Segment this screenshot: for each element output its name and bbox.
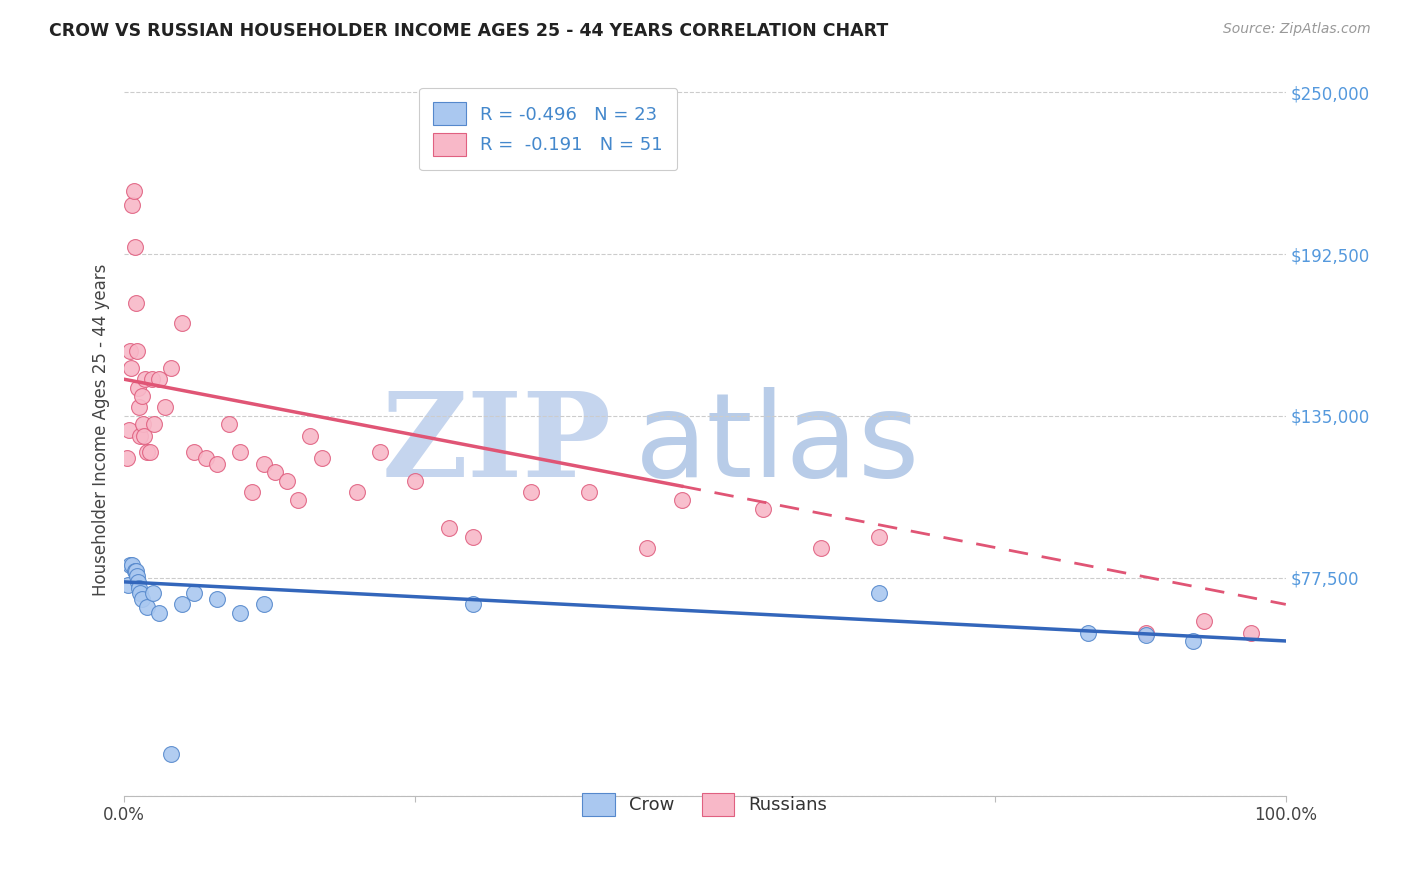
Point (121, 198, 143, 212)
Point (125, 296, 148, 310)
Point (117, 577, 139, 591)
Y-axis label: Householder Income Ages 25 - 44 years: Householder Income Ages 25 - 44 years (93, 264, 110, 596)
Point (368, 445, 391, 459)
Point (1181, 634, 1204, 648)
Point (183, 445, 205, 459)
Point (264, 465, 287, 479)
Point (125, 569, 148, 583)
Point (142, 586, 165, 600)
Text: ZIP: ZIP (382, 387, 612, 502)
Point (118, 558, 141, 572)
Point (578, 484, 600, 499)
Point (128, 581, 150, 595)
Point (287, 493, 309, 508)
Point (1077, 625, 1099, 640)
Point (134, 372, 156, 386)
Point (125, 344, 148, 359)
Point (136, 445, 159, 459)
Point (1135, 625, 1157, 640)
Point (148, 372, 170, 386)
Legend: Crow, Russians: Crow, Russians (568, 779, 842, 830)
Point (118, 423, 141, 437)
Point (311, 451, 333, 466)
Point (276, 474, 298, 488)
Point (122, 184, 145, 198)
Point (131, 591, 153, 606)
Point (636, 541, 658, 555)
Point (141, 372, 163, 386)
Point (346, 484, 368, 499)
Point (132, 417, 155, 432)
Text: atlas: atlas (636, 387, 921, 502)
Point (461, 598, 484, 612)
Point (172, 316, 194, 330)
Point (115, 451, 138, 466)
Point (125, 564, 148, 578)
Point (1135, 628, 1157, 642)
Point (159, 747, 181, 761)
Point (229, 445, 252, 459)
Point (183, 586, 205, 600)
Point (148, 606, 170, 620)
Point (1240, 625, 1263, 640)
Point (120, 361, 142, 376)
Point (143, 417, 166, 432)
Point (139, 445, 162, 459)
Point (810, 541, 832, 555)
Point (153, 401, 176, 415)
Point (229, 606, 252, 620)
Point (118, 344, 141, 359)
Point (461, 530, 484, 544)
Point (404, 474, 426, 488)
Point (205, 591, 228, 606)
Point (129, 586, 152, 600)
Point (124, 564, 146, 578)
Point (252, 457, 274, 471)
Point (205, 457, 228, 471)
Text: CROW VS RUSSIAN HOUSEHOLDER INCOME AGES 25 - 44 YEARS CORRELATION CHART: CROW VS RUSSIAN HOUSEHOLDER INCOME AGES … (49, 22, 889, 40)
Point (172, 598, 194, 612)
Point (520, 484, 543, 499)
Point (868, 586, 890, 600)
Point (127, 381, 149, 395)
Point (131, 389, 153, 403)
Point (1194, 614, 1216, 628)
Point (194, 451, 217, 466)
Point (159, 361, 181, 376)
Point (299, 428, 322, 442)
Point (752, 501, 775, 516)
Point (240, 484, 263, 499)
Point (136, 600, 159, 615)
Point (252, 598, 274, 612)
Text: Source: ZipAtlas.com: Source: ZipAtlas.com (1223, 22, 1371, 37)
Point (129, 428, 152, 442)
Point (128, 401, 150, 415)
Point (124, 240, 146, 254)
Point (868, 530, 890, 544)
Point (218, 417, 240, 432)
Point (439, 521, 461, 535)
Point (127, 574, 149, 589)
Point (132, 428, 155, 442)
Point (671, 493, 693, 508)
Point (121, 558, 143, 572)
